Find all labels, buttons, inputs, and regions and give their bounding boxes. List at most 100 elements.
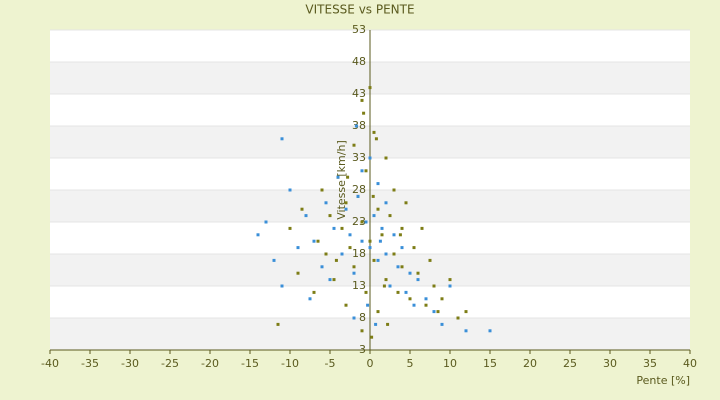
x-tick-label: -10 [281,357,299,370]
point [364,290,368,294]
point [488,329,492,333]
point [328,278,332,282]
point [412,246,416,250]
point [398,233,402,237]
point [376,310,380,314]
point [324,252,328,256]
point [276,322,280,326]
y-tick-label: 8 [359,311,366,324]
y-tick-label: 33 [352,151,366,164]
point [354,124,358,128]
x-tick-label: 40 [683,357,697,370]
point [280,137,284,141]
point [364,169,368,173]
point [428,258,432,262]
x-tick-label: 10 [443,357,457,370]
x-tick-label: -25 [161,357,179,370]
point [386,322,390,326]
point [364,220,368,224]
x-tick-label: 20 [523,357,537,370]
point [300,207,304,211]
point [372,214,376,218]
point [370,335,374,339]
point [360,239,364,243]
chart-title: VITESSE vs PENTE [305,3,414,17]
y-tick-label: 48 [352,55,366,68]
point [448,278,452,282]
point [416,278,420,282]
point [312,290,316,294]
point [382,284,386,288]
point [396,290,400,294]
point [332,226,336,230]
x-axis-label: Pente [%] [636,374,690,387]
point [384,278,388,282]
point [456,316,460,320]
point [380,226,384,230]
point [288,188,292,192]
point [366,303,370,307]
point [320,188,324,192]
y-tick-label: 28 [352,183,366,196]
point [404,290,408,294]
point [404,201,408,205]
point [324,201,328,205]
point [464,329,468,333]
point [388,214,392,218]
x-tick-label: 5 [407,357,414,370]
point [360,220,364,224]
point [388,284,392,288]
y-tick-label: 53 [352,23,366,36]
point [400,246,404,250]
point [328,214,332,218]
point [368,86,372,90]
point [384,201,388,205]
x-tick-label: -30 [121,357,139,370]
point [264,220,268,224]
point [376,207,380,211]
point [436,310,440,314]
point [336,175,340,179]
point [352,271,356,275]
point [320,265,324,269]
point [384,156,388,160]
point [316,239,320,243]
point [304,214,308,218]
point [312,239,316,243]
point [400,265,404,269]
point [440,297,444,301]
point [374,322,378,326]
point [352,316,356,320]
y-tick-label: 23 [352,215,366,228]
point [360,169,364,173]
point [352,265,356,269]
y-tick-label: 38 [352,119,366,132]
point [376,258,380,262]
y-tick-label: 3 [359,343,366,356]
x-tick-label: -15 [241,357,259,370]
x-tick-label: 15 [483,357,497,370]
point [376,182,380,186]
x-tick-label: 0 [367,357,374,370]
point [378,239,382,243]
point [440,322,444,326]
point [256,233,260,237]
point [348,233,352,237]
point [308,297,312,301]
y-axis-label: Vitesse [km/h] [335,140,348,220]
point [356,194,360,198]
point [424,303,428,307]
point [374,137,378,141]
y-tick-label: 18 [352,247,366,260]
point [296,246,300,250]
point [372,258,376,262]
point [368,239,372,243]
point [332,278,336,282]
x-tick-label: 25 [563,357,577,370]
x-tick-label: 35 [643,357,657,370]
point [408,297,412,301]
point [420,226,424,230]
point [344,201,348,205]
point [296,271,300,275]
